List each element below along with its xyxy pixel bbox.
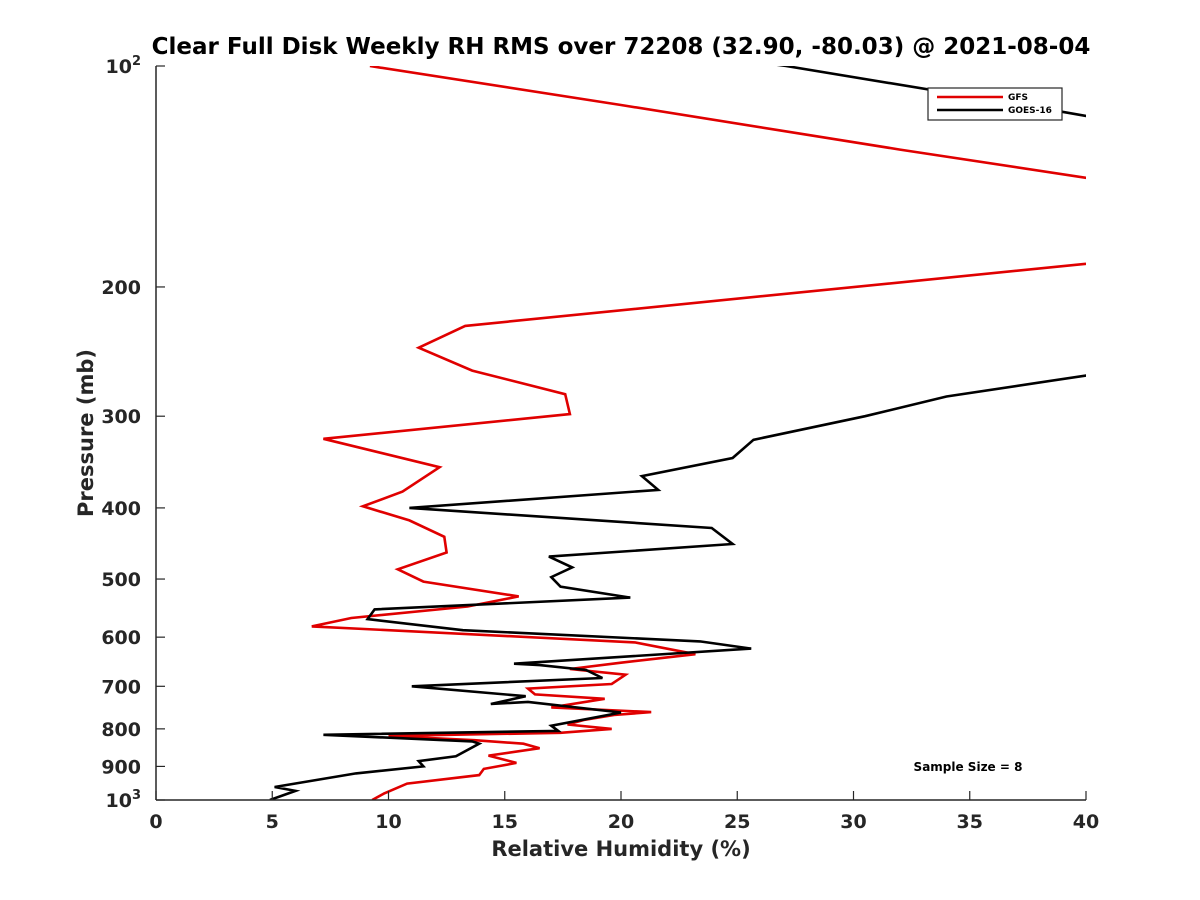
x-tick-label: 10 [375,811,401,833]
x-tick-label: 35 [957,811,983,833]
axes-layer [155,66,1086,801]
legend-label-goes16: GOES-16 [1008,106,1052,116]
x-tick-label: 5 [266,811,279,833]
x-tick-label: 40 [1073,811,1099,833]
x-tick-label: 25 [724,811,750,833]
y-tick-label: 200 [101,277,141,299]
series-line-goes16 [269,374,1086,800]
y-tick-label: 700 [101,676,141,698]
chart-title: Clear Full Disk Weekly RH RMS over 72208… [152,34,1091,60]
sample-size-annotation: Sample Size = 8 [914,760,1023,774]
legend-label-gfs: GFS [1008,93,1028,103]
y-tick-label: 800 [101,719,141,741]
y-tick-label: 300 [101,406,141,428]
y-tick-label: 103 [106,788,142,812]
y-tick-label: 600 [101,627,141,649]
x-ticks: 0 5 10 15 20 25 30 35 40 [149,791,1099,833]
x-tick-label: 0 [149,811,162,833]
y-tick-label: 900 [101,756,141,778]
x-tick-label: 20 [608,811,634,833]
series-line-gfs [311,262,1086,800]
x-tick-label: 15 [492,811,518,833]
y-tick-label-base: 10 [106,56,132,78]
y-tick-label: 400 [101,498,141,520]
y-tick-label-exponent: 2 [132,54,141,69]
y-tick-label: 102 [106,54,142,78]
y-tick-label: 500 [101,569,141,591]
x-tick-label: 30 [840,811,866,833]
legend-box [927,87,1063,121]
series-line-goes16-upper [776,66,1086,118]
y-tick-label-base: 10 [106,790,132,812]
x-axis-label: Relative Humidity (%) [491,837,750,861]
y-axis-label: Pressure (mb) [74,349,98,517]
series-line-gfs-upper [369,66,1086,180]
series-layer [269,66,1086,800]
legend: GFS GOES-16 [927,87,1063,121]
y-tick-label-exponent: 3 [132,788,141,803]
